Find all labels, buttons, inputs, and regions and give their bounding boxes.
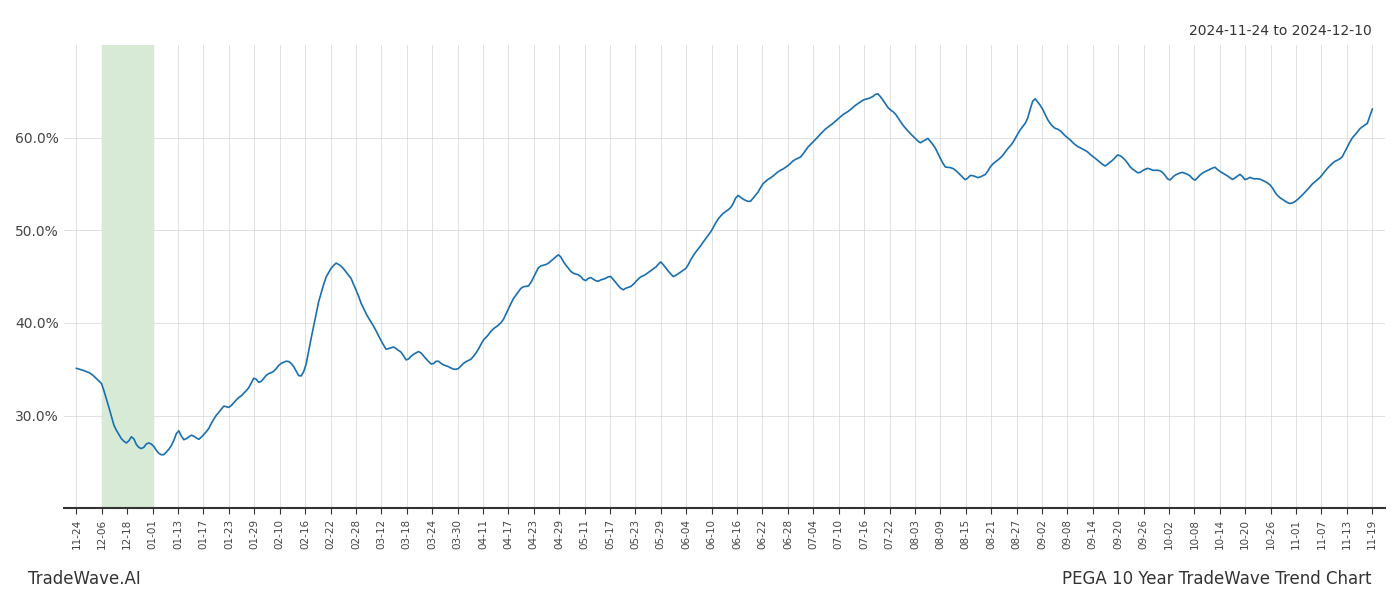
Bar (102, 45, 153, 508)
Text: 2024-11-24 to 2024-12-10: 2024-11-24 to 2024-12-10 (1189, 24, 1372, 38)
Text: TradeWave.AI: TradeWave.AI (28, 570, 141, 588)
Text: PEGA 10 Year TradeWave Trend Chart: PEGA 10 Year TradeWave Trend Chart (1063, 570, 1372, 588)
